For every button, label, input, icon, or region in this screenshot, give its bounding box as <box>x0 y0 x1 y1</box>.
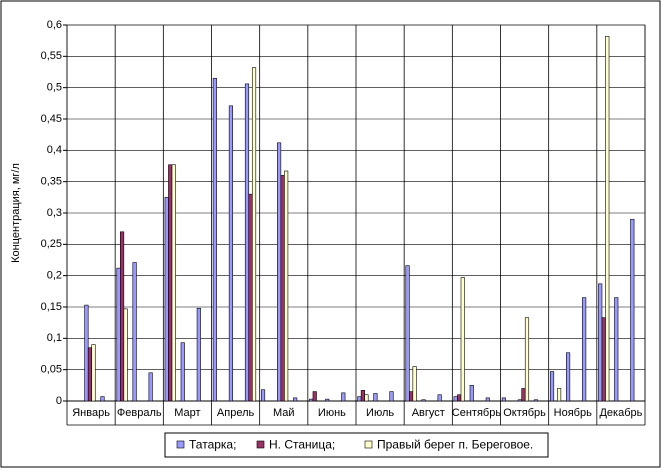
y-tick-label: 0,15 <box>41 301 62 313</box>
x-group-label: Июнь <box>318 407 346 419</box>
bar <box>100 396 105 402</box>
y-tick-label: 0,45 <box>41 113 62 125</box>
x-group-label: Май <box>273 407 295 419</box>
bar <box>533 399 539 402</box>
bar <box>549 371 555 402</box>
x-group-label: Январь <box>72 407 110 419</box>
legend-label: Н. Станица; <box>269 438 335 452</box>
bar <box>180 342 185 402</box>
bar <box>517 399 522 402</box>
bar <box>132 262 137 402</box>
bar <box>284 170 289 402</box>
bar <box>312 391 317 402</box>
bar <box>148 372 153 402</box>
bar <box>116 267 121 402</box>
bar <box>457 394 462 402</box>
bar <box>84 304 89 402</box>
y-tick-label: 0,55 <box>41 50 62 62</box>
bar <box>164 197 169 402</box>
bar <box>501 397 506 402</box>
bar <box>251 67 257 402</box>
x-group-label: Октябрь <box>503 407 546 419</box>
bar <box>630 218 635 402</box>
y-tick-label: 0,6 <box>47 19 62 31</box>
x-group-label: Сентябрь <box>452 407 502 419</box>
bar <box>582 297 587 402</box>
y-tick-label: 0,05 <box>41 364 62 376</box>
bar <box>437 394 442 402</box>
x-group-label: Ноябрь <box>554 407 592 419</box>
bar <box>409 391 414 402</box>
bar <box>614 297 619 402</box>
y-tick-label: 0,25 <box>41 238 62 250</box>
bar <box>293 397 298 402</box>
bar <box>453 396 458 402</box>
x-group-label: Март <box>174 407 200 419</box>
bar <box>469 385 474 402</box>
y-tick-label: 0,3 <box>47 207 62 219</box>
bar <box>389 391 394 402</box>
y-tick-label: 0,4 <box>47 144 62 156</box>
bar <box>212 77 217 402</box>
bar <box>87 347 93 402</box>
bar <box>228 105 233 402</box>
bar <box>123 308 128 402</box>
y-tick-label: 0,1 <box>47 332 62 344</box>
bar <box>244 83 250 402</box>
bar <box>601 317 606 402</box>
bar <box>524 317 530 402</box>
legend-label: Татарка; <box>189 438 236 452</box>
y-tick-label: 0,5 <box>47 82 62 94</box>
legend-frame <box>164 432 549 458</box>
x-group-label: Декабрь <box>599 407 642 419</box>
bar <box>260 389 266 402</box>
bar <box>460 277 465 402</box>
bar <box>277 142 282 402</box>
bar <box>566 352 571 402</box>
legend-swatch <box>256 440 265 449</box>
bar <box>309 398 314 402</box>
bar <box>325 398 330 402</box>
bar <box>412 366 417 402</box>
bar <box>120 231 125 402</box>
bar <box>605 35 610 402</box>
y-tick-label: 0,2 <box>47 270 62 282</box>
bar <box>280 175 285 402</box>
y-axis-title: Концентрация, мг/л <box>10 163 22 263</box>
bar <box>360 390 365 402</box>
x-group-label: Июль <box>366 407 394 419</box>
legend-label: Правый берег п. Береговое. <box>377 438 533 452</box>
x-group-label: Август <box>412 407 445 419</box>
x-group-label: Февраль <box>117 407 162 419</box>
bar <box>341 392 346 402</box>
bar <box>485 397 490 402</box>
bar <box>168 164 173 402</box>
bar <box>405 265 410 402</box>
y-tick-label: 0,35 <box>41 176 62 188</box>
bar <box>357 396 362 402</box>
bar <box>91 344 96 402</box>
legend-swatch <box>364 440 373 449</box>
bar <box>248 193 253 402</box>
bar <box>364 394 369 402</box>
bar <box>171 164 176 402</box>
bar <box>521 388 526 402</box>
x-group-label: Апрель <box>217 407 255 419</box>
bar <box>421 399 426 402</box>
bar <box>557 388 562 402</box>
legend-swatch <box>176 440 185 449</box>
y-tick-label: 0 <box>56 395 62 407</box>
bar <box>196 307 201 402</box>
bar <box>598 283 603 402</box>
bar <box>373 393 378 402</box>
